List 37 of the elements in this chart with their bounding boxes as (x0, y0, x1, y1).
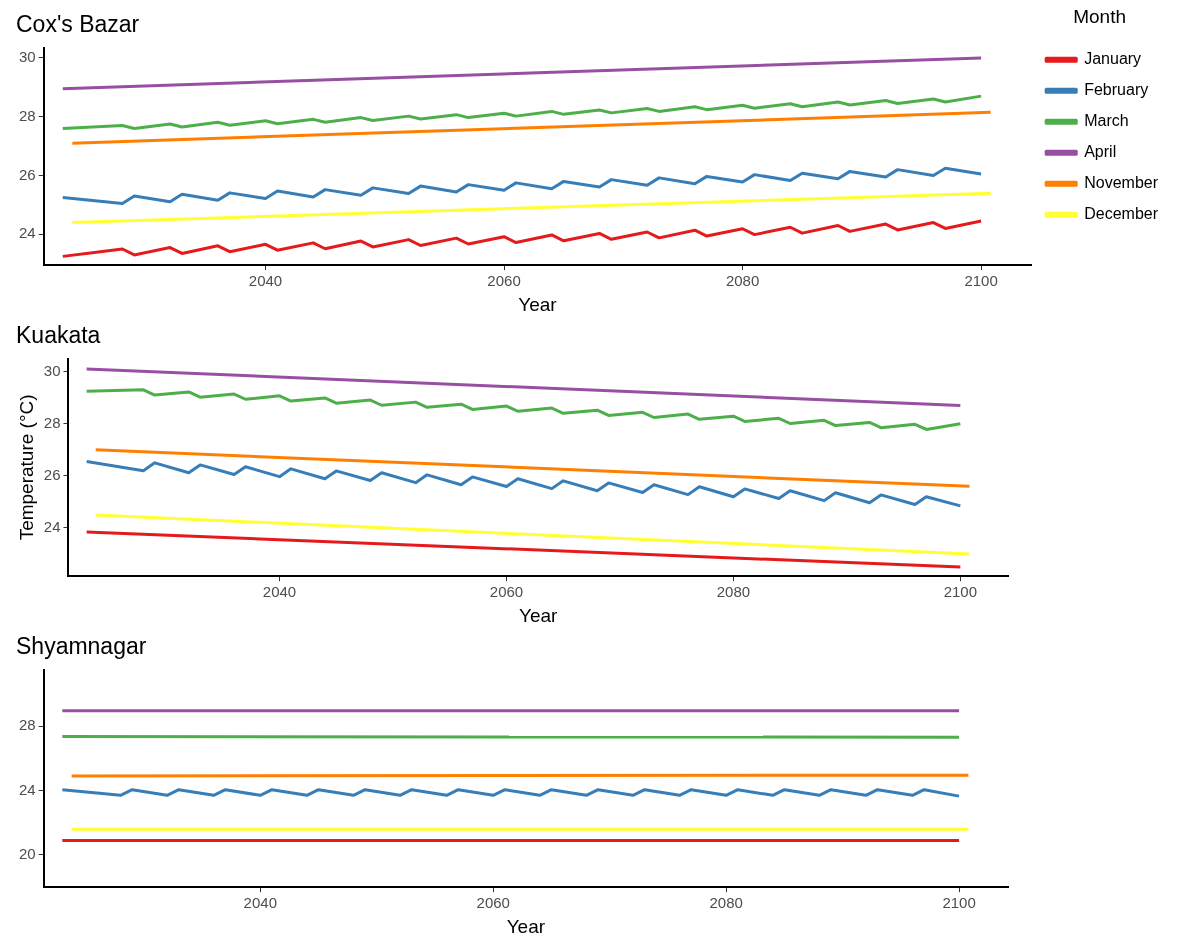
x-tick-label: 2040 (248, 272, 283, 290)
x-tick-label: 2080 (725, 272, 760, 290)
legend-label: April (1084, 143, 1117, 161)
y-tick-label: 24 (19, 224, 36, 242)
legend-label: November (1084, 174, 1159, 192)
y-tick-label: 26 (43, 466, 61, 484)
legend-label: January (1084, 50, 1142, 68)
x-axis-title: Year (519, 604, 559, 626)
x-tick-label: 2100 (943, 583, 978, 601)
x-tick-label: 2060 (487, 272, 521, 290)
chart-title: Cox's Bazar (16, 11, 140, 38)
legend-label: February (1084, 81, 1149, 99)
x-tick-label: 2080 (709, 894, 743, 912)
y-tick-label: 20 (19, 845, 36, 863)
chart-title: Kuakata (16, 322, 101, 349)
x-tick-label: 2040 (243, 894, 277, 912)
x-axis-title: Year (506, 915, 546, 937)
x-axis-title: Year (518, 293, 558, 315)
x-tick-label: 2060 (476, 894, 510, 912)
legend-label: December (1084, 205, 1159, 223)
y-tick-label: 30 (19, 48, 36, 66)
x-tick-label: 2040 (262, 583, 297, 601)
y-tick-label: 24 (19, 780, 36, 798)
y-tick-label: 26 (19, 165, 36, 183)
y-axis-title: Temperature (°C) (15, 394, 37, 541)
y-tick-label: 24 (43, 518, 61, 536)
chart-title: Shyamnagar (16, 633, 147, 660)
y-tick-label: 28 (19, 716, 36, 734)
legend-label: March (1084, 112, 1129, 130)
x-tick-label: 2100 (964, 272, 998, 290)
legend-title: Month (1073, 5, 1126, 27)
y-tick-label: 28 (19, 106, 36, 124)
x-tick-label: 2080 (716, 583, 751, 601)
x-tick-label: 2100 (942, 894, 976, 912)
y-tick-label: 28 (43, 413, 61, 431)
x-tick-label: 2060 (489, 583, 524, 601)
y-tick-label: 30 (43, 361, 61, 379)
